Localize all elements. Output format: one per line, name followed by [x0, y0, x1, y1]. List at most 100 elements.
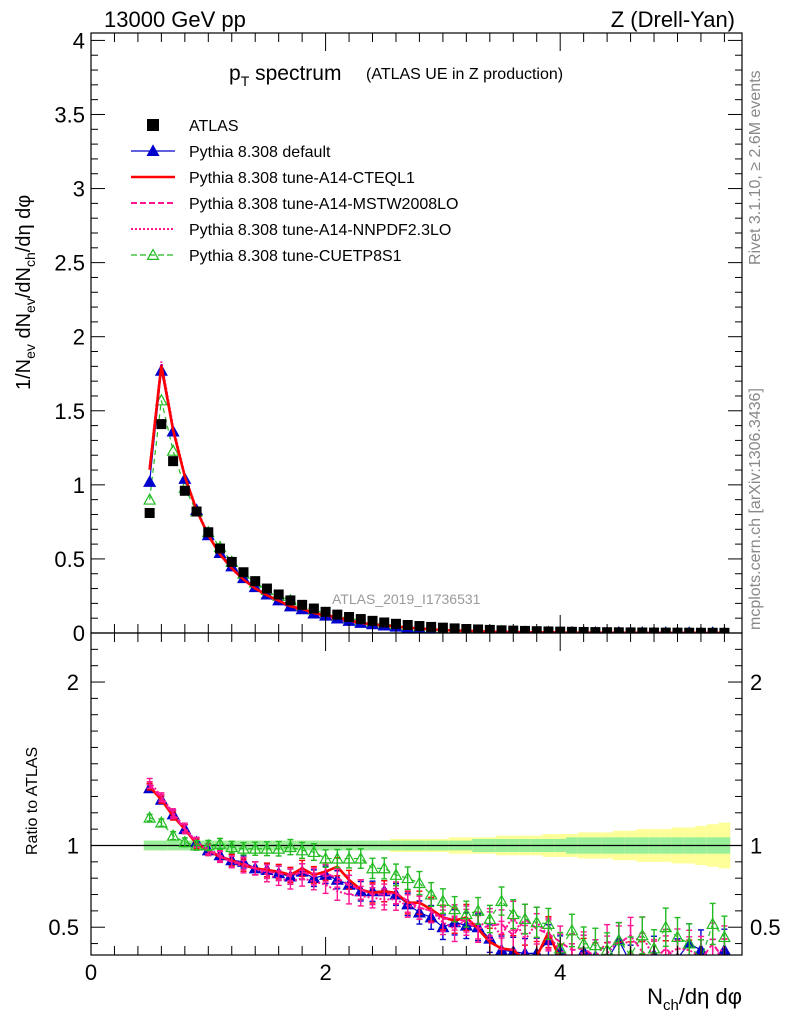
ratio-point-cuetp8s1 — [459, 907, 473, 920]
ratio-point-cuetp8s1 — [342, 851, 356, 864]
atlas-point — [261, 583, 272, 594]
ratio-point-default — [606, 953, 609, 955]
ratio-y-tick-label: 1 — [67, 833, 79, 858]
atlas-point — [285, 595, 296, 606]
mcplots-label: mcplots.cern.ch [arXiv:1306.3436] — [747, 388, 764, 630]
ratio-point-cuetp8s1 — [518, 912, 532, 925]
legend-label: Pythia 8.308 tune-A14-CTEQL1 — [189, 170, 415, 187]
ratio-y-tick-label-right: 2 — [750, 670, 762, 695]
ratio-y-tick-label-right: 1 — [750, 833, 762, 858]
atlas-point — [179, 485, 190, 496]
plot-title: pT spectrum — [229, 62, 341, 89]
legend-entry: Pythia 8.308 default — [131, 144, 331, 161]
ratio-point-cuetp8s1 — [377, 861, 391, 874]
atlas-point — [191, 506, 202, 517]
ratio-point-cuetp8s1 — [541, 917, 555, 929]
ratio-point-default — [664, 953, 667, 955]
legend-entry: Pythia 8.308 tune-A14-CTEQL1 — [131, 170, 415, 187]
legend-marker-triangle-open — [146, 248, 160, 260]
title-sub: T — [241, 73, 250, 89]
atlas-point — [520, 625, 530, 633]
atlas-point — [402, 620, 413, 630]
atlas-point — [320, 606, 331, 617]
ratio-point-cuetp8s1 — [260, 842, 274, 854]
ratio-point-cuetp8s1 — [190, 838, 204, 851]
legend: ATLAS Pythia 8.308 default Pythia 8.308 tu… — [131, 118, 458, 265]
x-tick-label: 0 — [85, 960, 97, 985]
ratio-series-mstw — [146, 781, 728, 955]
ratio-line-mstw — [148, 784, 723, 955]
ratio-point-cuetp8s1 — [436, 894, 450, 907]
ratio-point-cuetp8s1 — [330, 851, 344, 864]
ratio-y-tick-label: 2 — [67, 670, 79, 695]
upper-y-tick-label: 0.5 — [54, 547, 85, 572]
legend-entry: Pythia 8.308 tune-CUETP8S1 — [131, 248, 402, 265]
ratio-series-cteql1 — [146, 782, 728, 955]
ratio-point-cuetp8s1 — [354, 851, 368, 864]
upper-point-cuetp8s1 — [143, 492, 157, 505]
legend-marker-triangle — [146, 144, 160, 156]
atlas-point — [203, 527, 214, 538]
plot-subtitle: (ATLAS UE in Z production) — [366, 66, 563, 83]
header-left: 13000 GeV pp — [104, 7, 246, 32]
atlas-point — [250, 576, 261, 587]
atlas-point — [168, 456, 179, 467]
ratio-frame — [90, 632, 743, 956]
legend-label: Pythia 8.308 tune-A14-NNPDF2.3LO — [189, 222, 451, 239]
atlas-point — [684, 627, 695, 633]
ratio-point-cuetp8s1 — [166, 828, 180, 841]
ratio-line-cteql1 — [148, 785, 588, 955]
ratio-point-cuetp8s1 — [307, 845, 321, 858]
legend-label: ATLAS — [189, 118, 239, 135]
ratio-point-cuetp8s1 — [670, 930, 685, 943]
upper-y-tick-label: 1 — [73, 473, 85, 498]
ratio-point-cuetp8s1 — [143, 810, 157, 823]
ratio-point-cuetp8s1 — [699, 953, 702, 955]
atlas-point — [332, 609, 343, 620]
atlas-point — [273, 589, 284, 600]
upper-y-tick-label: 0 — [73, 621, 85, 646]
ratio-point-cuetp8s1 — [225, 840, 239, 853]
atlas-point — [390, 618, 401, 629]
upper-y-ticks: 0 0.5 1 1.5 2 2.5 3 3.5 4 — [54, 28, 742, 646]
ratio-point-cuetp8s1 — [717, 930, 731, 943]
ratio-point-default — [625, 958, 636, 968]
ratio-point-cuetp8s1 — [635, 928, 649, 941]
title-rest: spectrum — [249, 62, 341, 85]
atlas-point — [613, 627, 624, 633]
ratio-point-cuetp8s1 — [424, 887, 438, 900]
atlas-point — [215, 543, 226, 554]
atlas-point — [308, 603, 319, 614]
atlas-point — [426, 621, 437, 632]
upper-point-cuetp8s1 — [166, 444, 180, 456]
atlas-point — [156, 419, 167, 430]
ratio-point-cuetp8s1 — [682, 936, 696, 949]
ratio-point-cuetp8s1 — [659, 920, 673, 933]
atlas-point — [496, 625, 507, 633]
ratio-point-cuetp8s1 — [248, 842, 262, 854]
x-tick-label: 4 — [554, 960, 566, 985]
legend-label: Pythia 8.308 default — [189, 144, 331, 161]
upper-y-tick-label: 3 — [73, 177, 85, 202]
legend-entry: Pythia 8.308 tune-A14-MSTW2008LO — [131, 196, 458, 213]
ratio-line-nnpdf — [148, 781, 726, 955]
ratio-point-cuetp8s1 — [706, 917, 720, 929]
legend-label: Pythia 8.308 tune-A14-MSTW2008LO — [189, 196, 458, 213]
atlas-point — [238, 567, 249, 578]
ratio-point-cuetp8s1 — [483, 912, 497, 925]
upper-y-tick-label: 3.5 — [54, 102, 85, 127]
ratio-point-cuetp8s1 — [588, 938, 602, 951]
ratio-point-cuetp8s1 — [565, 923, 579, 936]
title-main: p — [229, 62, 241, 85]
ratio-y-tick-label: 0.5 — [48, 915, 79, 940]
ratio-point-cuetp8s1 — [178, 835, 192, 848]
legend-entry: ATLAS — [147, 118, 239, 135]
legend-marker-square — [147, 119, 159, 131]
ratio-point-cuetp8s1 — [530, 915, 544, 928]
ratio-point-cuetp8s1 — [154, 815, 168, 828]
ratio-panel: 0.5 0.5 1 1 2 2 — [48, 632, 781, 968]
x-axis-label: Nch/dη dφ — [647, 984, 742, 1014]
x-ticks: 0 2 4 — [85, 33, 725, 985]
ratio-point-cuetp8s1 — [272, 842, 286, 854]
ratio-point-cuetp8s1 — [412, 876, 426, 889]
